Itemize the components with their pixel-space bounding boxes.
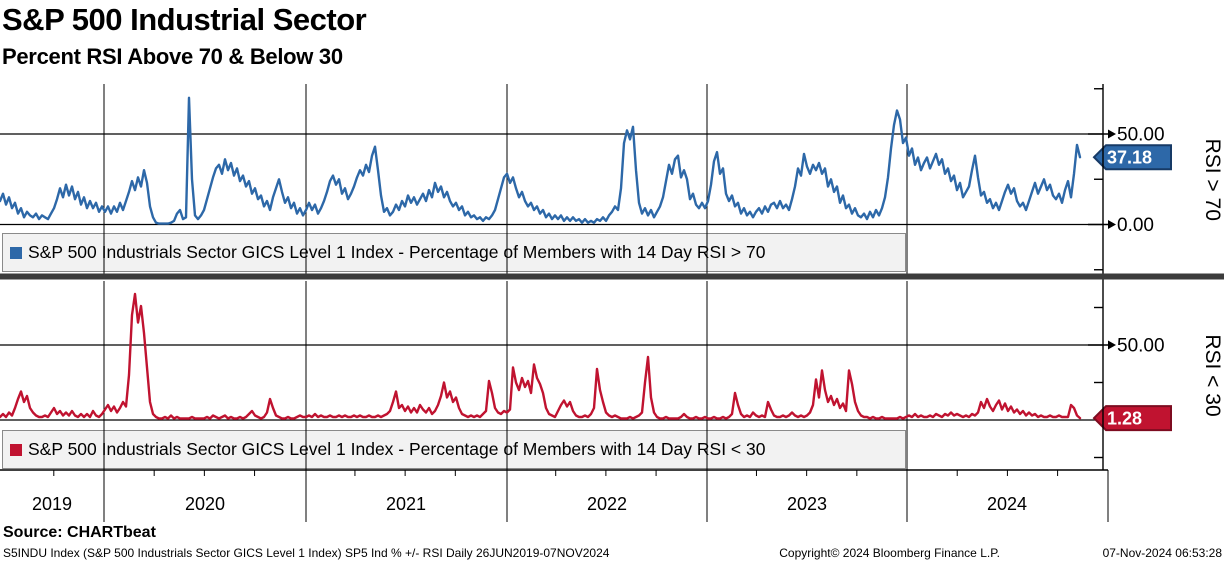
x-tick-2021: 2021: [385, 494, 427, 514]
legend-swatch-blue-icon: [10, 246, 22, 259]
y-tick-label: 0.00: [1117, 215, 1154, 236]
y-tick-label: 50.00: [1117, 125, 1165, 146]
last-value-badge-rsi-above-70: [1092, 144, 1172, 171]
footer-ticker-info: S5INDU Index (S&P 500 Industrials Sector…: [3, 546, 610, 560]
legend-rsi-below-30: S&P 500 Industrials Sector GICS Level 1 …: [2, 430, 906, 469]
source-label: Source: CHARTbeat: [3, 524, 156, 541]
panel-separator: [0, 273, 1224, 280]
axis-title-rsi-above-70: RSI > 70: [1201, 139, 1224, 221]
axis-title-rsi-below-30: RSI < 30: [1201, 334, 1224, 416]
last-value-badge-rsi-below-30: [1092, 405, 1172, 432]
legend-swatch-red-icon: [10, 443, 22, 456]
x-tick-2020: 2020: [184, 494, 226, 514]
legend-label-rsi-above-70: S&P 500 Industrials Sector GICS Level 1 …: [28, 242, 766, 262]
series-line-rsi-above-70: [0, 96, 1082, 225]
x-tick-2022: 2022: [586, 494, 628, 514]
tick-arrow-icon: [1108, 340, 1116, 350]
x-tick-2024: 2024: [986, 494, 1028, 514]
series-line-rsi-below-30: [0, 292, 1082, 420]
tick-arrow-icon: [1108, 220, 1116, 229]
last-value-text: 1.28: [1107, 409, 1142, 429]
y-tick-label: 50.00: [1117, 336, 1165, 357]
footer-timestamp: 07-Nov-2024 06:53:28: [1102, 546, 1222, 560]
x-tick-2019: 2019: [31, 494, 73, 514]
tick-arrow-icon: [1108, 129, 1116, 139]
page-subtitle: Percent RSI Above 70 & Below 30: [2, 44, 343, 69]
x-tick-2023: 2023: [786, 494, 828, 514]
footer-copyright: Copyright© 2024 Bloomberg Finance L.P.: [779, 546, 1000, 560]
page-title: S&P 500 Industrial Sector: [2, 2, 367, 37]
legend-label-rsi-below-30: S&P 500 Industrials Sector GICS Level 1 …: [28, 439, 766, 459]
legend-rsi-above-70: S&P 500 Industrials Sector GICS Level 1 …: [2, 233, 906, 272]
last-value-text: 37.18: [1107, 148, 1152, 168]
